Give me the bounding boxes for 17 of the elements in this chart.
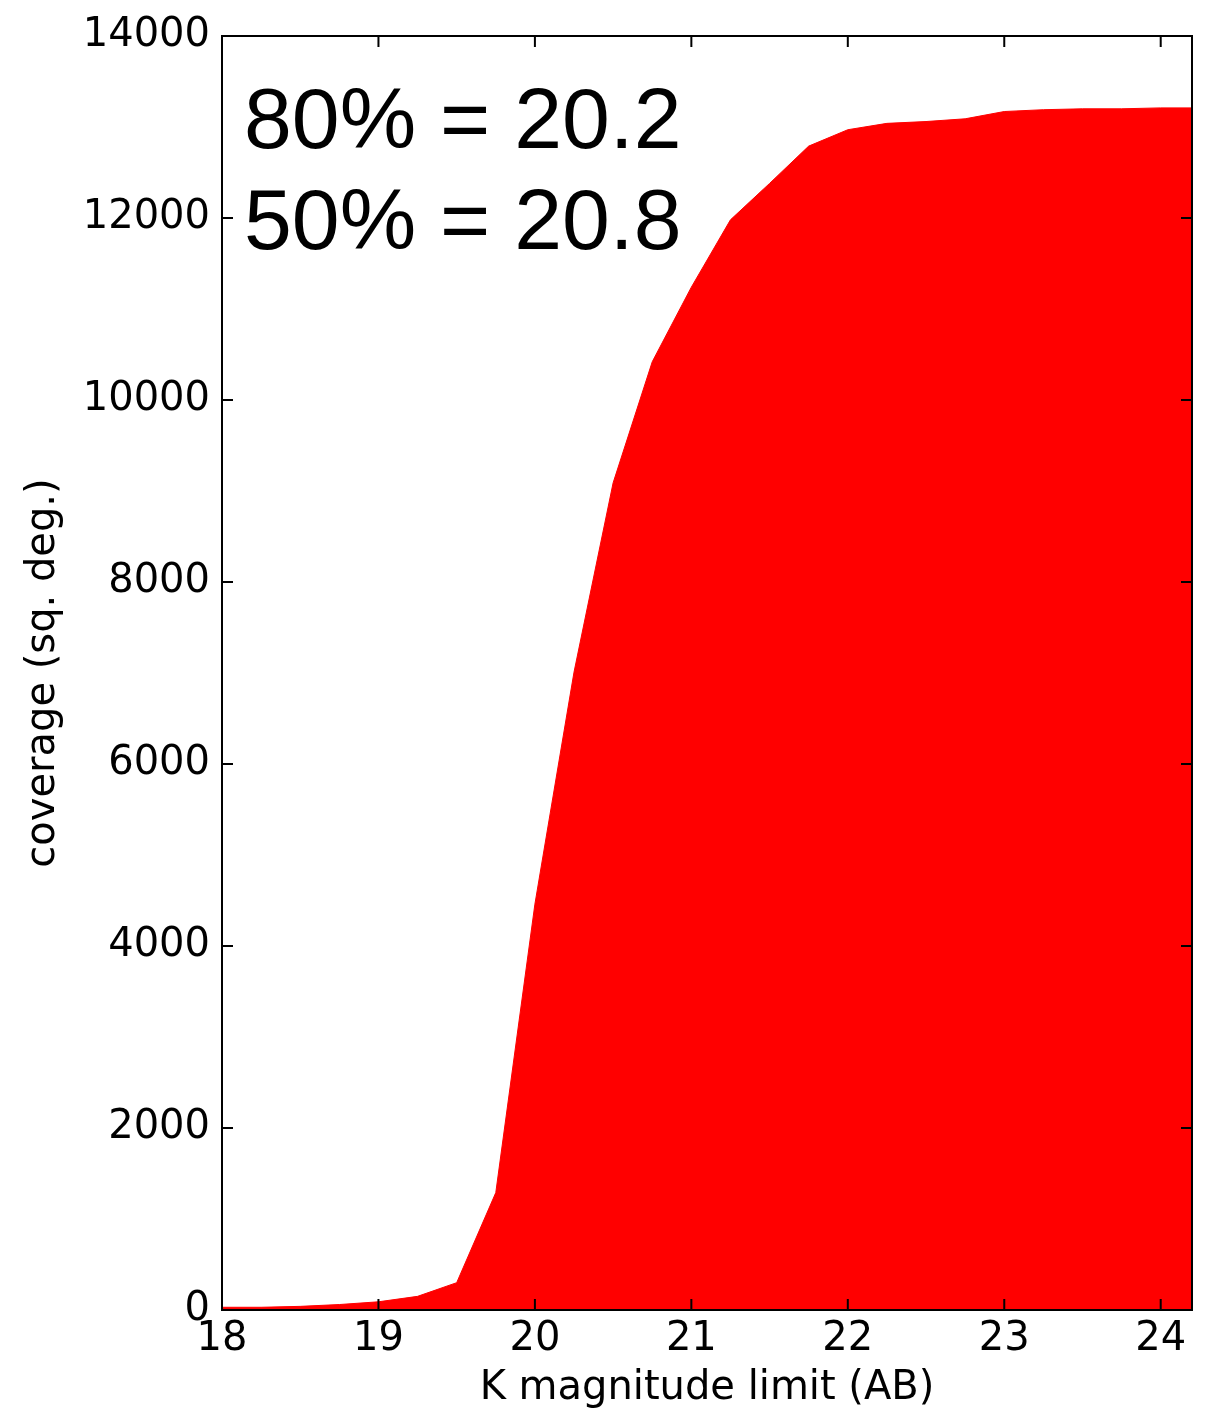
x-axis-title: K magnitude limit (AB) (479, 1362, 935, 1409)
x-tick-label: 20 (509, 1313, 561, 1360)
annotation: 50% = 20.8 (244, 171, 682, 267)
x-tick-label: 23 (978, 1313, 1030, 1360)
y-tick-label: 6000 (108, 737, 210, 784)
y-axis-title: coverage (sq. deg.) (17, 478, 64, 868)
x-tick-label: 22 (822, 1313, 874, 1360)
y-tick-label: 12000 (82, 191, 210, 238)
y-tick-label: 14000 (82, 9, 210, 56)
annotation: 80% = 20.2 (244, 70, 682, 166)
x-tick-label: 24 (1135, 1313, 1187, 1360)
x-tick-label: 19 (353, 1313, 404, 1360)
y-tick-label: 10000 (82, 373, 210, 420)
x-tick-label: 21 (665, 1313, 717, 1360)
y-tick-label: 4000 (108, 919, 210, 966)
y-tick-label: 8000 (108, 555, 210, 602)
y-tick-label: 2000 (108, 1101, 210, 1148)
